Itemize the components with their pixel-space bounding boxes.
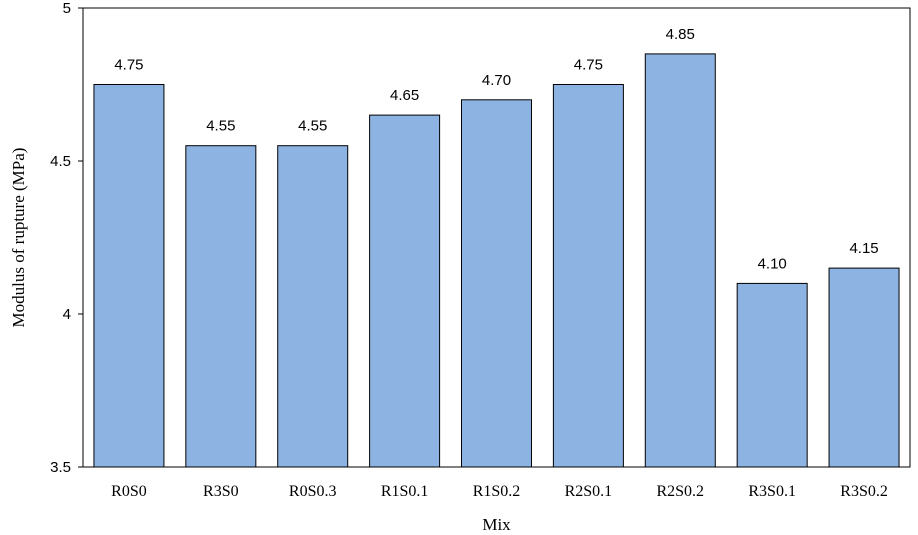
bar-value-label: 4.75 — [114, 57, 143, 74]
axes-layer — [82, 7, 911, 468]
y-tick-label: 3.5 — [50, 459, 71, 476]
bar-R1S0.2 — [461, 99, 532, 468]
x-tick-label: R2S0.1 — [565, 483, 613, 500]
x-tick-label: R3S0.2 — [840, 483, 888, 500]
bar-value-label: 4.15 — [849, 240, 878, 257]
bar-R0S0.3 — [277, 145, 349, 468]
x-tick-label: R2S0.2 — [656, 483, 704, 500]
bar-R0S0 — [93, 84, 165, 468]
y-axis-ticks: 3.5 4 4.5 5 — [50, 0, 83, 476]
y-tick-label: 4 — [63, 306, 71, 323]
x-axis-title: Mix — [482, 515, 511, 534]
x-tick-label: R3S0.1 — [748, 483, 796, 500]
bar-value-label: 4.55 — [298, 118, 327, 135]
x-tick-label: R0S0.3 — [289, 483, 337, 500]
x-tick-label: R3S0 — [203, 483, 239, 500]
bar-R1S0.1 — [369, 114, 441, 468]
bar-R3S0.1 — [736, 282, 808, 468]
y-tick-label: 4.5 — [50, 153, 71, 170]
value-labels-layer: 4.75 4.55 4.55 4.65 4.70 4.75 4.85 4.10 4.15 — [114, 26, 878, 272]
bar-R2S0.1 — [552, 84, 624, 468]
bar-value-label: 4.85 — [666, 26, 695, 43]
y-tick-label: 5 — [63, 0, 71, 17]
plot-area-frame — [82, 7, 911, 468]
x-tick-label: R0S0 — [111, 483, 147, 500]
bar-R3S0.2 — [828, 267, 900, 468]
bar-value-label: 4.75 — [574, 57, 603, 74]
x-tick-label: R1S0.2 — [473, 483, 521, 500]
bars-layer — [93, 53, 900, 468]
bar-R2S0.2 — [644, 53, 716, 468]
bar-R3S0 — [185, 145, 257, 468]
bar-value-label: 4.65 — [390, 87, 419, 104]
y-axis-title: Modulus of rupture (MPa) — [9, 148, 28, 328]
bar-value-label: 4.10 — [758, 255, 787, 272]
bar-value-label: 4.55 — [206, 118, 235, 135]
x-tick-label: R1S0.1 — [381, 483, 429, 500]
x-axis-ticks: R0S0 R3S0 R0S0.3 R1S0.1 R1S0.2 R2S0.1 R2S0.2 R3… — [111, 483, 888, 500]
bar-value-label: 4.70 — [482, 72, 511, 89]
